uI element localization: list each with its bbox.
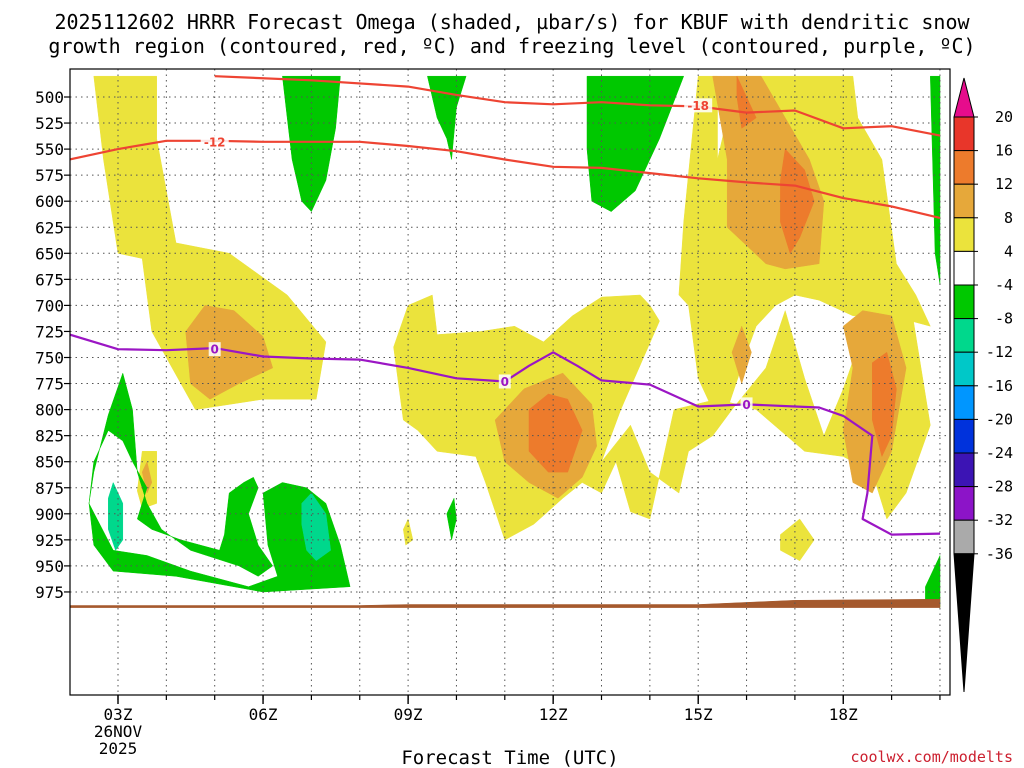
x-tick-label-06Z: 06Z: [249, 705, 278, 724]
y-tick-label-950: 950: [35, 557, 64, 576]
omega-region-green_med-1: [301, 492, 331, 562]
omega-region-green_dark-0: [282, 75, 341, 213]
colorbar-swatch-10: [953, 452, 975, 488]
freezing-level-label-1: 0: [501, 375, 509, 389]
y-tick-label-675: 675: [35, 270, 64, 289]
omega-region-orange_light-4: [731, 325, 752, 385]
omega-region-orange_light-0: [185, 305, 274, 400]
freezing-level-contour-0: [70, 333, 941, 536]
colorbar-label-5: -4: [995, 276, 1013, 294]
y-tick-label-550: 550: [35, 140, 64, 159]
y-tick-label-925: 925: [35, 531, 64, 550]
colorbar-label-9: -20: [986, 410, 1013, 428]
omega-region-orange-3: [872, 351, 897, 458]
colorbar-bottom-arrow: [953, 553, 975, 693]
omega-shading: [70, 75, 941, 608]
x-tick-year: 2025: [99, 739, 138, 758]
colorbar-swatch-3: [953, 217, 975, 252]
colorbar-swatch-1: [953, 150, 975, 185]
dendritic-snow-growth-label-1: -18: [687, 99, 709, 113]
colorbar-label-10: -24: [986, 444, 1013, 462]
freezing-level-label-0: 0: [211, 343, 219, 357]
colorbar-swatch-0: [953, 116, 975, 152]
x-tick-label-12Z: 12Z: [539, 705, 568, 724]
y-tick-label-500: 500: [35, 88, 64, 107]
colorbar-label-2: 12: [995, 175, 1013, 193]
y-tick-label-875: 875: [35, 479, 64, 498]
colorbar-swatch-5: [953, 284, 975, 320]
omega-region-orange-0: [528, 393, 583, 473]
x-tick-date: 26NOV: [94, 722, 143, 741]
y-tick-label-850: 850: [35, 453, 64, 472]
colorbar-swatch-11: [953, 486, 975, 521]
colorbar-label-1: 16: [995, 142, 1013, 160]
chart-title-line-1: 2025112602 HRRR Forecast Omega (shaded, …: [54, 10, 970, 34]
colorbar-label-6: -8: [995, 310, 1013, 328]
dendritic-snow-growth-label-bg-1: [684, 98, 713, 113]
contour-labels: -12 -18 0 0 0: [200, 98, 753, 412]
omega-region-yellow-0: [93, 75, 327, 410]
colorbar-swatch-8: [953, 385, 975, 420]
omega-region-green_dark-5: [88, 482, 351, 593]
x-axis-label: Forecast Time (UTC): [401, 747, 618, 768]
colorbar-swatch-2: [953, 183, 975, 219]
x-tick-label-18Z: 18Z: [829, 705, 858, 724]
y-tick-label-825: 825: [35, 427, 64, 446]
colorbar-label-0: 20: [995, 108, 1013, 126]
freezing-level-label-bg-0: [208, 342, 221, 357]
omega-region-green_med-0: [108, 481, 124, 551]
y-tick-label-575: 575: [35, 166, 64, 185]
y-tick-label-725: 725: [35, 322, 64, 341]
chart-title-line-2: growth region (contoured, red, ºC) and f…: [48, 34, 975, 58]
colorbar-label-3: 8: [1004, 209, 1013, 227]
colorbar-label-12: -32: [986, 511, 1013, 529]
freezing-level-label-2: 0: [742, 398, 750, 412]
y-tick-label-800: 800: [35, 401, 64, 420]
y-tick-label-775: 775: [35, 375, 64, 394]
y-tick-label-975: 975: [35, 583, 64, 602]
y-tick-label-750: 750: [35, 349, 64, 368]
y-tick-label-650: 650: [35, 244, 64, 263]
omega-region-green_dark-6: [446, 497, 457, 540]
freezing-level-label-bg-1: [498, 374, 511, 389]
y-tick-label-900: 900: [35, 505, 64, 524]
y-tick-label-525: 525: [35, 114, 64, 133]
plot-frame: [69, 68, 951, 696]
colorbar-label-13: -36: [986, 545, 1013, 563]
y-tick-label-600: 600: [35, 192, 64, 211]
colorbar-swatch-6: [953, 318, 975, 353]
x-tick-label-09Z: 09Z: [394, 705, 423, 724]
colorbar-label-8: -16: [986, 377, 1013, 395]
freezing-level-label-bg-2: [740, 397, 753, 412]
y-tick-label-700: 700: [35, 296, 64, 315]
omega-region-green_dark-2: [586, 75, 685, 212]
colorbar-swatch-7: [953, 351, 975, 387]
colorbar-label-7: -12: [986, 343, 1013, 361]
y-axis: 500 525 550 575 600 625 650 675 700 725 750 775 800 8…: [35, 88, 70, 602]
credit-text: coolwx.com/modelts: [850, 748, 1013, 766]
dendritic-snow-growth-contour-1: [214, 75, 941, 137]
colorbar-swatch-9: [953, 418, 975, 454]
dendritic-snow-growth-label-bg-0: [200, 134, 229, 149]
y-tick-label-625: 625: [35, 218, 64, 237]
colorbar-label-11: -28: [986, 478, 1013, 496]
colorbar-swatch-4: [953, 250, 975, 286]
colorbar-swatch-12: [953, 519, 975, 555]
colorbar-label-4: 4: [1004, 242, 1013, 260]
dendritic-snow-growth-label-0: -12: [204, 135, 226, 149]
colorbar: 20 16 12 8 4 -4 -8 -12 -16 -20 -24 -28 -32 -36: [953, 77, 1013, 693]
x-tick-label-15Z: 15Z: [684, 705, 713, 724]
x-tick-label-03Z: 03Z: [104, 705, 133, 724]
